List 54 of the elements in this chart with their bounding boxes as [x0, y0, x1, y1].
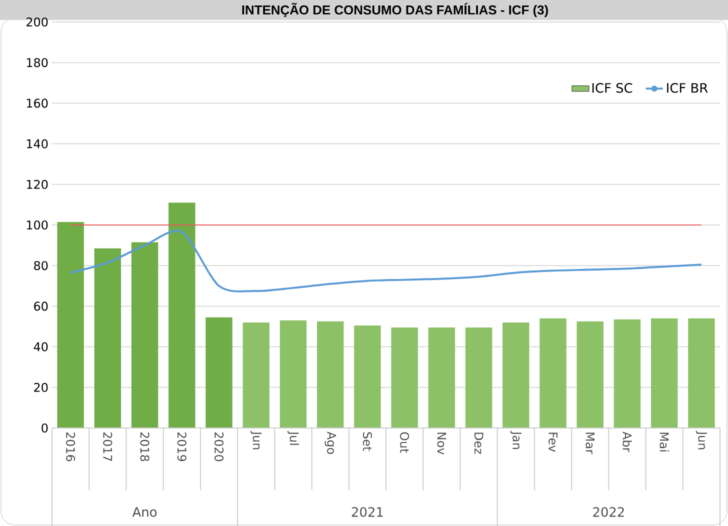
line-series [70, 230, 702, 292]
bar [614, 319, 641, 428]
x-tick-label: Nov [437, 432, 446, 454]
x-tick-label: Jan [510, 430, 522, 449]
y-tick-label: 140 [26, 139, 48, 148]
text: 2022 [593, 507, 624, 517]
y-tick-label: 160 [26, 98, 48, 108]
x-tick-label: Jun [696, 430, 708, 450]
x-tick-label: Fev [548, 432, 558, 452]
text: 2021 [352, 507, 383, 517]
chart-title: INTENÇÃO DE CONSUMO DAS FAMÍLIAS - ICF (3) [242, 2, 548, 18]
y-tick-label: 120 [26, 180, 48, 189]
x-tick-label: 2018 [140, 432, 150, 462]
bar [280, 320, 307, 428]
bar [465, 328, 492, 428]
bar [168, 202, 196, 428]
x-tick-label: Set [362, 432, 372, 451]
text: Ano [132, 507, 157, 517]
x-tick-label: Mai [660, 432, 669, 452]
y-tick-label: 180 [26, 58, 48, 68]
x-tick-label: Out [400, 432, 410, 453]
x-tick-label: Abr [622, 432, 632, 452]
bar [206, 317, 232, 428]
bar [688, 318, 715, 428]
y-tick-label: 20 [34, 382, 48, 392]
x-tick-label: 2017 [103, 432, 112, 461]
x-tick-label: 2020 [214, 432, 224, 462]
bar [94, 248, 122, 428]
x-tick-label: Mar [586, 432, 595, 454]
bar [57, 222, 84, 428]
bar [131, 242, 158, 428]
x-tick-label: 2016 [66, 432, 76, 462]
x-tick-label: 2019 [177, 432, 186, 462]
bar [354, 325, 381, 428]
y-tick-label: 40 [34, 342, 48, 352]
bar [540, 318, 566, 428]
x-tick-label: Jun [250, 430, 262, 450]
x-tick-label: Dez [474, 432, 484, 454]
y-tick-label: 0 [42, 423, 48, 433]
bar [502, 322, 530, 428]
x-tick-label: Ago [324, 432, 336, 454]
bar [576, 321, 604, 428]
bar [428, 328, 456, 428]
x-tick-label: Jul [287, 430, 299, 445]
y-tick-label: 60 [34, 302, 48, 311]
bar [242, 322, 270, 428]
y-tick-label: 100 [26, 220, 48, 230]
legend-label: ICF BR [667, 83, 708, 93]
bar [391, 328, 418, 428]
legend-label: ICF SC [592, 83, 632, 93]
y-tick-label: 200 [26, 17, 48, 27]
y-tick-label: 80 [34, 261, 48, 270]
bar [316, 321, 344, 428]
bar [650, 318, 678, 428]
